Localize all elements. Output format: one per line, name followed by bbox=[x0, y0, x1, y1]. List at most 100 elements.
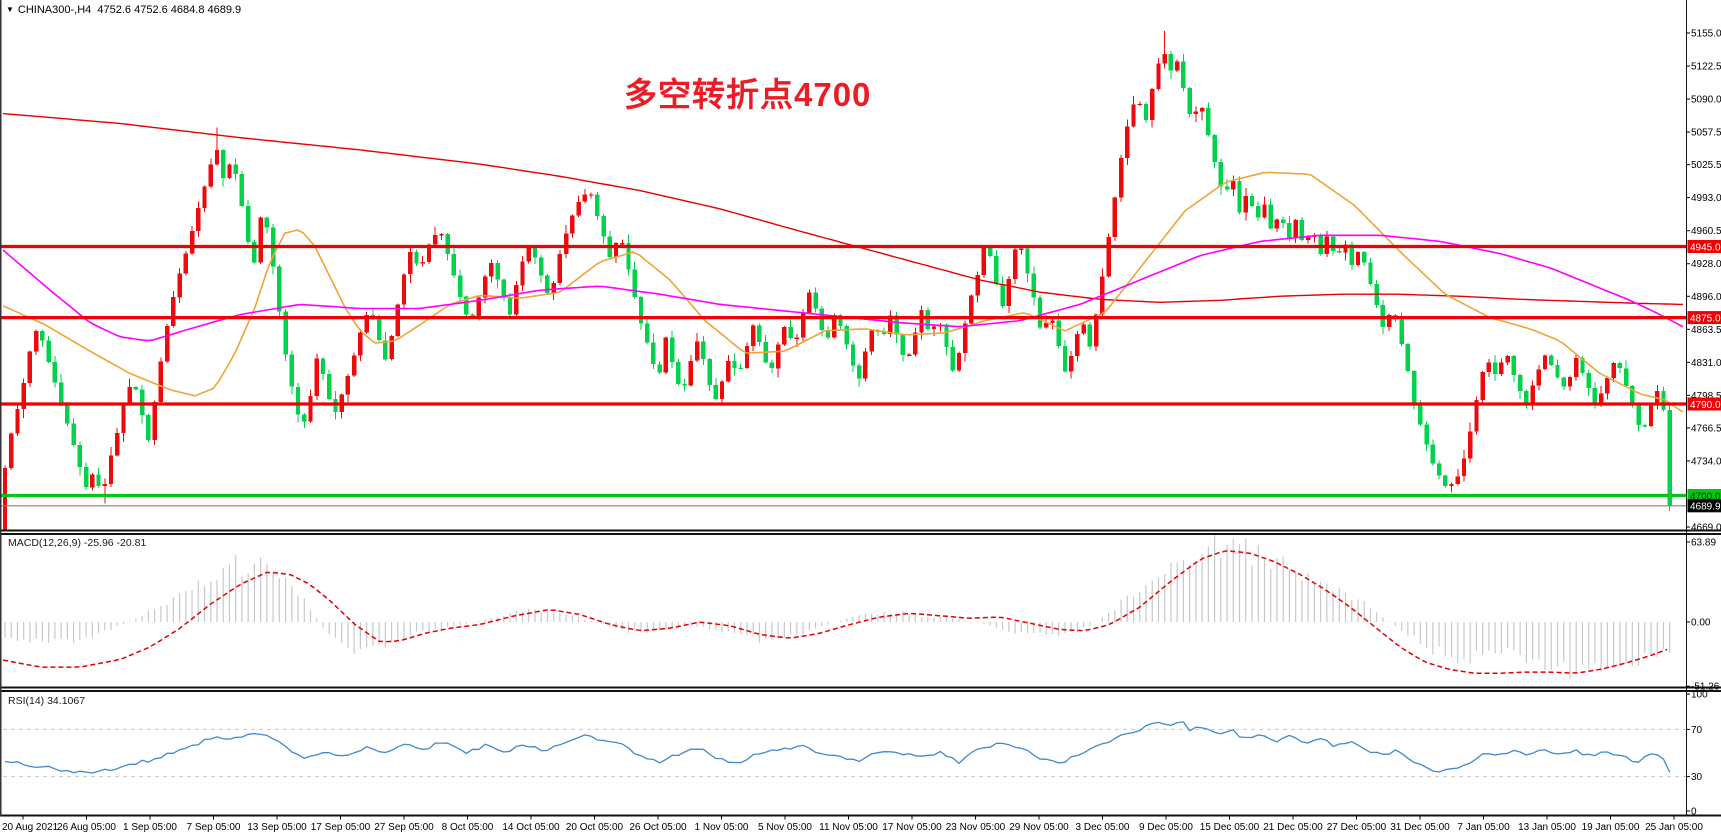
bear-candle bbox=[1268, 204, 1273, 229]
bear-candle bbox=[825, 330, 831, 338]
bull-candle bbox=[152, 402, 157, 441]
bear-candle bbox=[495, 263, 500, 280]
bull-candle bbox=[345, 375, 351, 395]
bull-candle bbox=[969, 295, 974, 324]
rsi-indicator-label: RSI(14) 34.1067 bbox=[8, 695, 86, 707]
bull-candle bbox=[34, 330, 39, 352]
bull-candle bbox=[1081, 324, 1086, 334]
bull-candle bbox=[308, 395, 313, 422]
bull-candle bbox=[1387, 315, 1392, 328]
bull-candle bbox=[1199, 108, 1205, 112]
bear-candle bbox=[1418, 404, 1423, 425]
bear-candle bbox=[221, 149, 226, 178]
bull-candle bbox=[1175, 61, 1180, 71]
bull-candle bbox=[389, 335, 394, 360]
bear-candle bbox=[327, 374, 332, 400]
bear-candle bbox=[701, 341, 706, 360]
bull-candle bbox=[726, 361, 731, 382]
bull-candle bbox=[1118, 157, 1124, 198]
bull-candle bbox=[620, 242, 625, 245]
macd-layer bbox=[2, 535, 1671, 679]
x-tick-label: 9 Dec 05:00 bbox=[1139, 822, 1193, 833]
bear-candle bbox=[1056, 320, 1061, 346]
current-price-badge bbox=[1687, 499, 1721, 513]
bear-candle bbox=[302, 414, 307, 422]
bull-candle bbox=[2, 467, 8, 531]
bull-candle bbox=[1536, 369, 1541, 386]
bull-candle bbox=[1599, 393, 1604, 404]
bear-candle bbox=[283, 311, 288, 355]
bull-candle bbox=[1093, 314, 1099, 347]
y-tick-label: 5122.5 bbox=[1691, 62, 1721, 73]
bear-candle bbox=[1524, 390, 1529, 403]
bear-candle bbox=[682, 383, 687, 386]
bull-candle bbox=[576, 201, 581, 216]
bear-candle bbox=[1443, 475, 1448, 487]
bull-candle bbox=[1455, 476, 1460, 484]
bear-candle bbox=[96, 474, 101, 487]
bear-candle bbox=[252, 241, 257, 263]
bear-candle bbox=[333, 399, 338, 413]
bull-candle bbox=[807, 292, 812, 313]
y-tick-label: 4896.0 bbox=[1691, 292, 1721, 303]
rsi-line bbox=[4, 721, 1671, 774]
bear-candle bbox=[595, 194, 600, 216]
bull-candle bbox=[395, 304, 400, 336]
bull-candle bbox=[258, 217, 263, 263]
bull-candle bbox=[352, 355, 357, 376]
bear-candle bbox=[246, 205, 251, 242]
bull-candle bbox=[1648, 403, 1654, 426]
bear-candle bbox=[1667, 410, 1672, 506]
x-tick-label: 11 Nov 05:00 bbox=[819, 822, 878, 833]
bear-candle bbox=[77, 445, 82, 467]
bull-candle bbox=[1075, 333, 1080, 356]
symbol-dropdown-icon[interactable]: ▼ bbox=[6, 5, 14, 14]
y-tick-label: -51.26 bbox=[1691, 682, 1720, 693]
bull-candle bbox=[1343, 244, 1348, 253]
y-tick-label: 0.00 bbox=[1691, 618, 1711, 629]
bull-candle bbox=[426, 244, 432, 262]
bear-candle bbox=[445, 233, 450, 255]
bull-candle bbox=[832, 315, 837, 338]
bear-candle bbox=[1281, 219, 1286, 223]
bull-candle bbox=[408, 252, 413, 275]
bear-candle bbox=[295, 386, 301, 415]
bull-candle bbox=[1611, 363, 1616, 379]
x-tick-label: 19 Jan 05:00 bbox=[1582, 822, 1640, 833]
bull-candle bbox=[794, 337, 799, 339]
bear-candle bbox=[1349, 244, 1354, 265]
bull-candle bbox=[1605, 378, 1610, 394]
bear-candle bbox=[1493, 362, 1498, 374]
bear-candle bbox=[1561, 377, 1566, 387]
bear-candle bbox=[944, 324, 949, 347]
bull-candle bbox=[1150, 89, 1155, 121]
bear-candle bbox=[732, 361, 737, 368]
bull-candle bbox=[314, 358, 319, 396]
bear-candle bbox=[788, 327, 793, 338]
bear-candle bbox=[1330, 236, 1336, 252]
bear-candle bbox=[464, 296, 469, 315]
bear-candle bbox=[1617, 363, 1623, 369]
bull-candle bbox=[1131, 104, 1136, 127]
bull-candle bbox=[557, 254, 563, 284]
bull-candle bbox=[888, 315, 893, 334]
bull-candle bbox=[401, 274, 407, 305]
bull-candle bbox=[1474, 399, 1479, 432]
bear-candle bbox=[1224, 186, 1230, 190]
bull-candle bbox=[158, 361, 164, 403]
ma-orange-line bbox=[2, 171, 1684, 413]
x-tick-label: 21 Dec 05:00 bbox=[1263, 822, 1323, 833]
bear-candle bbox=[458, 275, 463, 297]
y-tick-label: 4669.0 bbox=[1691, 523, 1721, 534]
bull-candle bbox=[1461, 458, 1467, 477]
bear-candle bbox=[1623, 368, 1629, 387]
bear-candle bbox=[376, 317, 382, 341]
bear-candle bbox=[1368, 262, 1373, 285]
bear-candle bbox=[1661, 390, 1666, 410]
bear-candle bbox=[925, 310, 930, 329]
x-tick-label: 3 Dec 05:00 bbox=[1076, 822, 1130, 833]
x-tick-label: 17 Sep 05:00 bbox=[311, 822, 371, 833]
bull-candle bbox=[1530, 385, 1535, 403]
bear-candle bbox=[1181, 61, 1186, 88]
